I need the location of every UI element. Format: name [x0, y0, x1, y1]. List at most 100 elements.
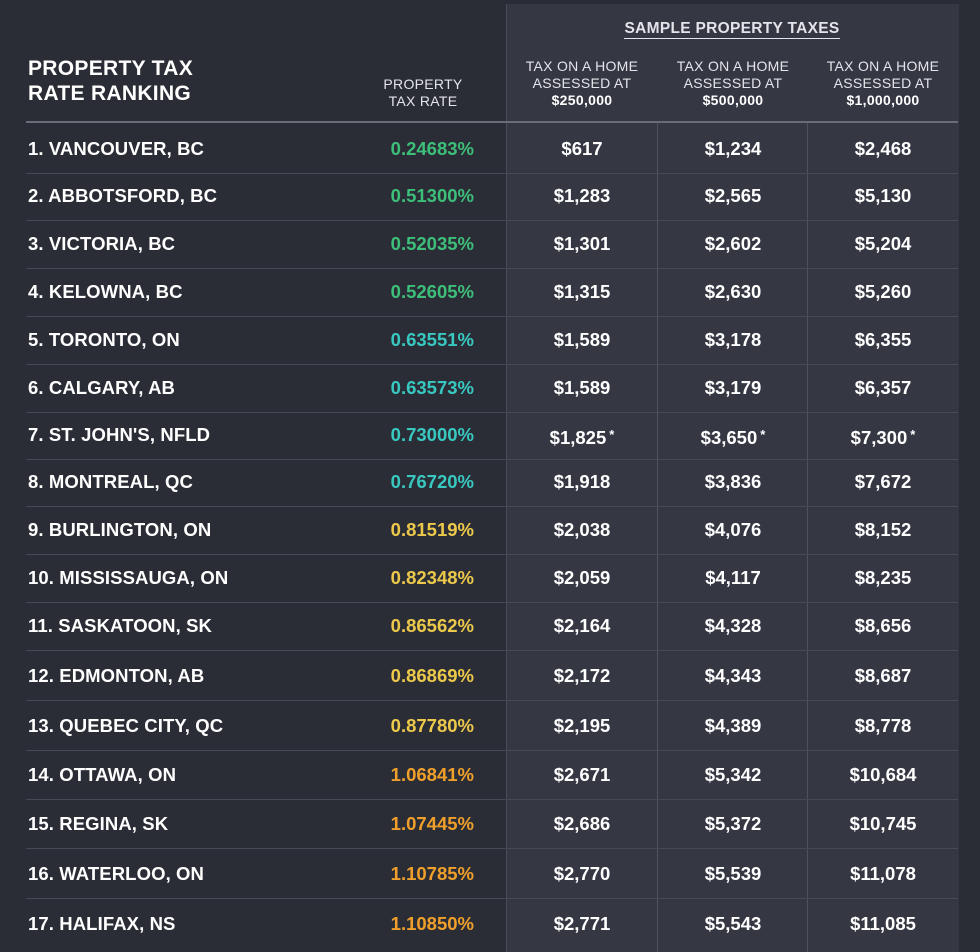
table-row: 11. SASKATOON, SK 0.86562% $2,164 $4,328 $8,… — [26, 602, 958, 651]
tax-1m: $7,672 — [854, 471, 912, 492]
city-name: 14. OTTAWA, ON — [28, 764, 177, 785]
tax-250k: $1,283 — [553, 185, 611, 206]
tax-250k: $1,589 — [553, 377, 611, 398]
tax-1m: $8,778 — [854, 715, 912, 736]
tax-rate: 0.52605% — [390, 281, 474, 302]
ranking-title: PROPERTY TAX RATE RANKING — [28, 57, 194, 105]
tax-1m: $10,745 — [849, 813, 917, 834]
tax-250k: $1,589 — [553, 329, 611, 350]
city-name: 17. HALIFAX, NS — [28, 913, 176, 934]
city-name: 2. ABBOTSFORD, BC — [28, 185, 218, 206]
tax-500k: $4,076 — [704, 519, 762, 540]
tax-250k: $2,038 — [553, 519, 611, 540]
tax-250k: $2,195 — [553, 715, 611, 736]
tax-rate: 1.07445% — [390, 813, 474, 834]
tax-rate: 0.81519% — [390, 519, 474, 540]
tax-250k: $2,770 — [553, 863, 611, 884]
city-name: 7. ST. JOHN'S, NFLD — [28, 424, 211, 445]
table-row: 15. REGINA, SK 1.07445% $2,686 $5,372 $10,74… — [26, 800, 958, 849]
tax-250k: $2,686 — [553, 813, 611, 834]
city-name: 10. MISSISSAUGA, ON — [28, 567, 229, 588]
city-name: 12. EDMONTON, AB — [28, 665, 205, 686]
tax-500k: $4,117 — [705, 567, 761, 588]
tax-500k: $1,234 — [704, 138, 762, 159]
tax-500k: $4,343 — [704, 665, 762, 686]
table-row: 12. EDMONTON, AB 0.86869% $2,172 $4,343 $8,6… — [26, 652, 958, 701]
tax-rate: 0.86562% — [390, 615, 474, 636]
tax-500k: $3,836 — [704, 471, 762, 492]
city-name: 11. SASKATOON, SK — [28, 615, 213, 636]
footnote-marker: * — [760, 427, 766, 442]
tax-1m: $11,085 — [850, 913, 916, 934]
city-name: 1. VANCOUVER, BC — [28, 138, 205, 159]
tax-1m: $6,357 — [854, 377, 912, 398]
tax-500k: $4,389 — [704, 715, 762, 736]
tax-rate: 1.06841% — [390, 764, 474, 785]
table-row: 4. KELOWNA, BC 0.52605% $1,315 $2,630 $5,260 — [26, 268, 958, 317]
rate-column-header: PROPERTY TAX RATE — [383, 76, 463, 109]
tax-rate: 0.52035% — [390, 233, 474, 254]
tax-250k: $2,771 — [553, 913, 611, 934]
table-row: 7. ST. JOHN'S, NFLD 0.73000% $1,825 * $3,650… — [26, 411, 958, 460]
city-name: 15. REGINA, SK — [28, 813, 169, 834]
tax-500-column-header: TAX ON A HOME ASSESSED AT $500,000 — [676, 58, 790, 108]
footnote-marker: * — [609, 427, 615, 442]
sample-taxes-title: SAMPLE PROPERTY TAXES — [624, 20, 840, 39]
city-name: 6. CALGARY, AB — [28, 377, 176, 398]
tax-250k: $1,825 * — [549, 427, 615, 448]
tax-250k: $617 — [561, 138, 603, 159]
tax-rate: 0.63551% — [390, 329, 474, 350]
table-row: 6. CALGARY, AB 0.63573% $1,589 $3,179 $6,357 — [26, 364, 958, 413]
tax-rate: 1.10785% — [390, 863, 474, 884]
tax-1m: $2,468 — [854, 138, 912, 159]
tax-rate: 1.10850% — [390, 913, 474, 934]
tax-1m: $6,355 — [854, 329, 912, 350]
tax-250k: $1,315 — [553, 281, 611, 302]
header-divider — [26, 121, 958, 123]
table-row: 2. ABBOTSFORD, BC 0.51300% $1,283 $2,565 $5,… — [26, 172, 958, 221]
tax-rate: 0.73000% — [390, 424, 474, 445]
table-row: 5. TORONTO, ON 0.63551% $1,589 $3,178 $6,355 — [26, 316, 958, 365]
tax-250k: $2,671 — [553, 764, 611, 785]
tax-1m: $5,130 — [854, 185, 912, 206]
table-row: 8. MONTREAL, QC 0.76720% $1,918 $3,836 $7,67… — [26, 458, 958, 507]
tax-500k: $3,179 — [704, 377, 762, 398]
footnote-marker: * — [910, 427, 916, 442]
tax-1m: $8,656 — [854, 615, 912, 636]
tax-250k: $1,918 — [553, 471, 611, 492]
city-name: 5. TORONTO, ON — [28, 329, 180, 350]
tax-rate: 0.86869% — [390, 665, 474, 686]
tax-500k: $3,178 — [704, 329, 762, 350]
city-name: 8. MONTREAL, QC — [28, 471, 193, 492]
tax-1m: $8,687 — [854, 665, 912, 686]
tax-1m-column-header: TAX ON A HOME ASSESSED AT $1,000,000 — [826, 58, 940, 108]
tax-500k: $4,328 — [704, 615, 762, 636]
column-divider — [657, 123, 658, 952]
tax-rate: 0.51300% — [390, 185, 474, 206]
city-name: 4. KELOWNA, BC — [28, 281, 183, 302]
tax-250k: $2,059 — [553, 567, 611, 588]
tax-1m: $11,078 — [850, 863, 916, 884]
tax-250k: $2,164 — [553, 615, 611, 636]
tax-rate: 0.87780% — [390, 715, 474, 736]
city-name: 9. BURLINGTON, ON — [28, 519, 212, 540]
city-name: 16. WATERLOO, ON — [28, 863, 204, 884]
tax-500k: $2,602 — [704, 233, 762, 254]
tax-500k: $2,630 — [704, 281, 762, 302]
tax-500k: $5,539 — [704, 863, 762, 884]
tax-500k: $5,543 — [704, 913, 762, 934]
table-row: 14. OTTAWA, ON 1.06841% $2,671 $5,342 $10,68… — [26, 751, 958, 800]
tax-1m: $10,684 — [849, 764, 917, 785]
tax-1m: $8,152 — [854, 519, 912, 540]
tax-500k: $2,565 — [704, 185, 762, 206]
tax-250k: $1,301 — [553, 233, 611, 254]
tax-500k: $5,342 — [704, 764, 762, 785]
tax-250k: $2,172 — [553, 665, 611, 686]
table-row: 3. VICTORIA, BC 0.52035% $1,301 $2,602 $5,20… — [26, 220, 958, 269]
city-name: 13. QUEBEC CITY, QC — [28, 715, 224, 736]
tax-rate: 0.76720% — [390, 471, 474, 492]
tax-1m: $5,204 — [854, 233, 912, 254]
tax-rate: 0.82348% — [390, 567, 474, 588]
tax-1m: $5,260 — [854, 281, 912, 302]
